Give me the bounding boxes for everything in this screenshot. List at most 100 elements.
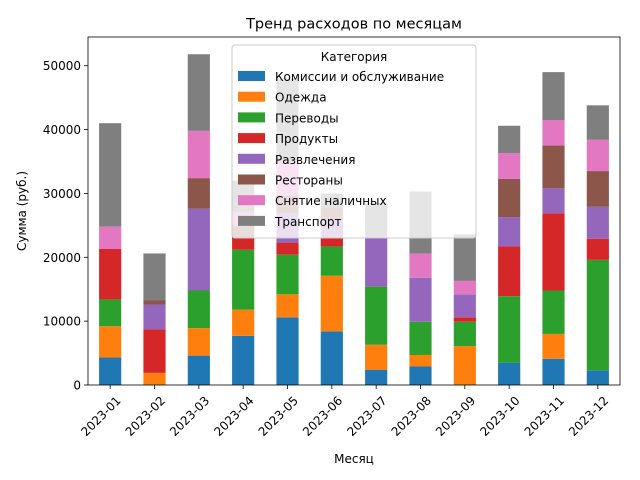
legend-swatch [238, 215, 265, 226]
bar-segment [453, 294, 476, 318]
bar-segment [498, 362, 521, 385]
bar-segment [143, 253, 166, 301]
bar-segment [232, 309, 255, 336]
bar-segment [453, 346, 476, 385]
y-tick-label: 10000 [43, 315, 81, 329]
legend-label: Транспорт [274, 215, 342, 229]
bar-segment [232, 335, 255, 385]
bar-segment [365, 286, 388, 345]
bar-segment [276, 254, 299, 295]
bar-segment [187, 208, 210, 291]
bar-segment [586, 171, 609, 207]
bar-segment [542, 358, 565, 385]
bar-segment [542, 120, 565, 146]
bar-segment [99, 357, 122, 385]
bar-segment [143, 304, 166, 330]
y-axis-label: Сумма (руб.) [15, 171, 29, 251]
legend-title: Категория [321, 50, 388, 64]
legend-swatch [238, 71, 265, 81]
x-axis: 2023-012023-022023-032023-042023-052023-… [78, 385, 611, 439]
bar-segment [409, 321, 432, 355]
bar-segment [320, 275, 343, 332]
bar-segment [453, 317, 476, 322]
bar-segment [586, 370, 609, 385]
bar-segment [365, 236, 388, 287]
x-tick-label: 2023-08 [389, 394, 434, 439]
x-tick-label: 2023-10 [477, 394, 522, 439]
bar-segment [586, 238, 609, 260]
bar-segment [187, 328, 210, 356]
bar-segment [99, 299, 122, 327]
x-tick-label: 2023-02 [123, 394, 168, 439]
legend-swatch [238, 174, 265, 185]
x-tick-label: 2023-01 [78, 394, 123, 439]
bar-segment [542, 145, 565, 189]
legend-label: Снятие наличных [275, 194, 387, 208]
bar-segment [187, 54, 210, 131]
bar-segment [276, 242, 299, 255]
bar-segment [498, 125, 521, 154]
x-tick-label: 2023-12 [566, 394, 611, 439]
bar-segment [498, 296, 521, 363]
bar-segment [99, 326, 122, 358]
chart-title: Тренд расходов по месяцам [245, 17, 462, 33]
bar-segment [586, 259, 609, 371]
bar-segment [409, 366, 432, 385]
y-tick-label: 30000 [43, 187, 81, 201]
bar-segment [409, 277, 432, 322]
x-tick-label: 2023-05 [256, 394, 301, 439]
bar-segment [365, 344, 388, 370]
x-tick-label: 2023-07 [344, 394, 389, 439]
bar-segment [320, 236, 343, 247]
y-tick-label: 20000 [43, 251, 81, 265]
x-tick-label: 2023-11 [522, 394, 567, 439]
bar-segment [232, 249, 255, 310]
x-tick-label: 2023-09 [433, 394, 478, 439]
x-tick-label: 2023-03 [167, 394, 212, 439]
legend: Категория Комиссии и обслуживание Одежда Пе… [231, 44, 477, 239]
legend-label: Продукты [275, 132, 338, 146]
legend-swatch [238, 112, 265, 123]
bar-segment [143, 300, 166, 305]
bar-segment [143, 372, 166, 385]
y-tick-label: 40000 [43, 123, 81, 137]
legend-label: Рестораны [275, 174, 343, 188]
legend-box [231, 44, 477, 239]
legend-label: Развлечения [275, 153, 355, 167]
y-axis: 0 10000 20000 30000 40000 50000 [43, 59, 88, 393]
bar-segment [365, 369, 388, 385]
legend-swatch [238, 195, 265, 206]
bar-segment [187, 130, 210, 179]
bar-segment [586, 139, 609, 172]
bar-segment [232, 237, 255, 250]
bar-segment [320, 331, 343, 385]
bar-segment [99, 226, 122, 249]
y-tick-label: 50000 [43, 59, 81, 73]
bar-segment [542, 290, 565, 334]
bar-segment [409, 253, 432, 278]
bar-segment [542, 213, 565, 291]
bar-segment [143, 329, 166, 373]
legend-label: Переводы [275, 111, 339, 125]
legend-label: Одежда [275, 91, 327, 105]
x-tick-label: 2023-04 [211, 394, 256, 439]
bar-segment [276, 294, 299, 318]
bar-segment [187, 178, 210, 209]
bar-segment [409, 354, 432, 367]
legend-swatch [238, 91, 265, 102]
bar-segment [498, 246, 521, 297]
bar-segment [498, 217, 521, 247]
bar-segment [542, 188, 565, 214]
x-tick-label: 2023-06 [300, 394, 345, 439]
plot-frame [87, 36, 621, 386]
legend-swatch [238, 153, 265, 164]
y-tick-label: 0 [73, 379, 81, 393]
bar-segment [498, 178, 521, 218]
bar-segment [187, 290, 210, 329]
bar-segment [99, 248, 122, 300]
bar-segment [453, 234, 476, 281]
bar-segment [320, 246, 343, 276]
legend-swatch [238, 133, 265, 144]
bar-segment [542, 72, 565, 121]
